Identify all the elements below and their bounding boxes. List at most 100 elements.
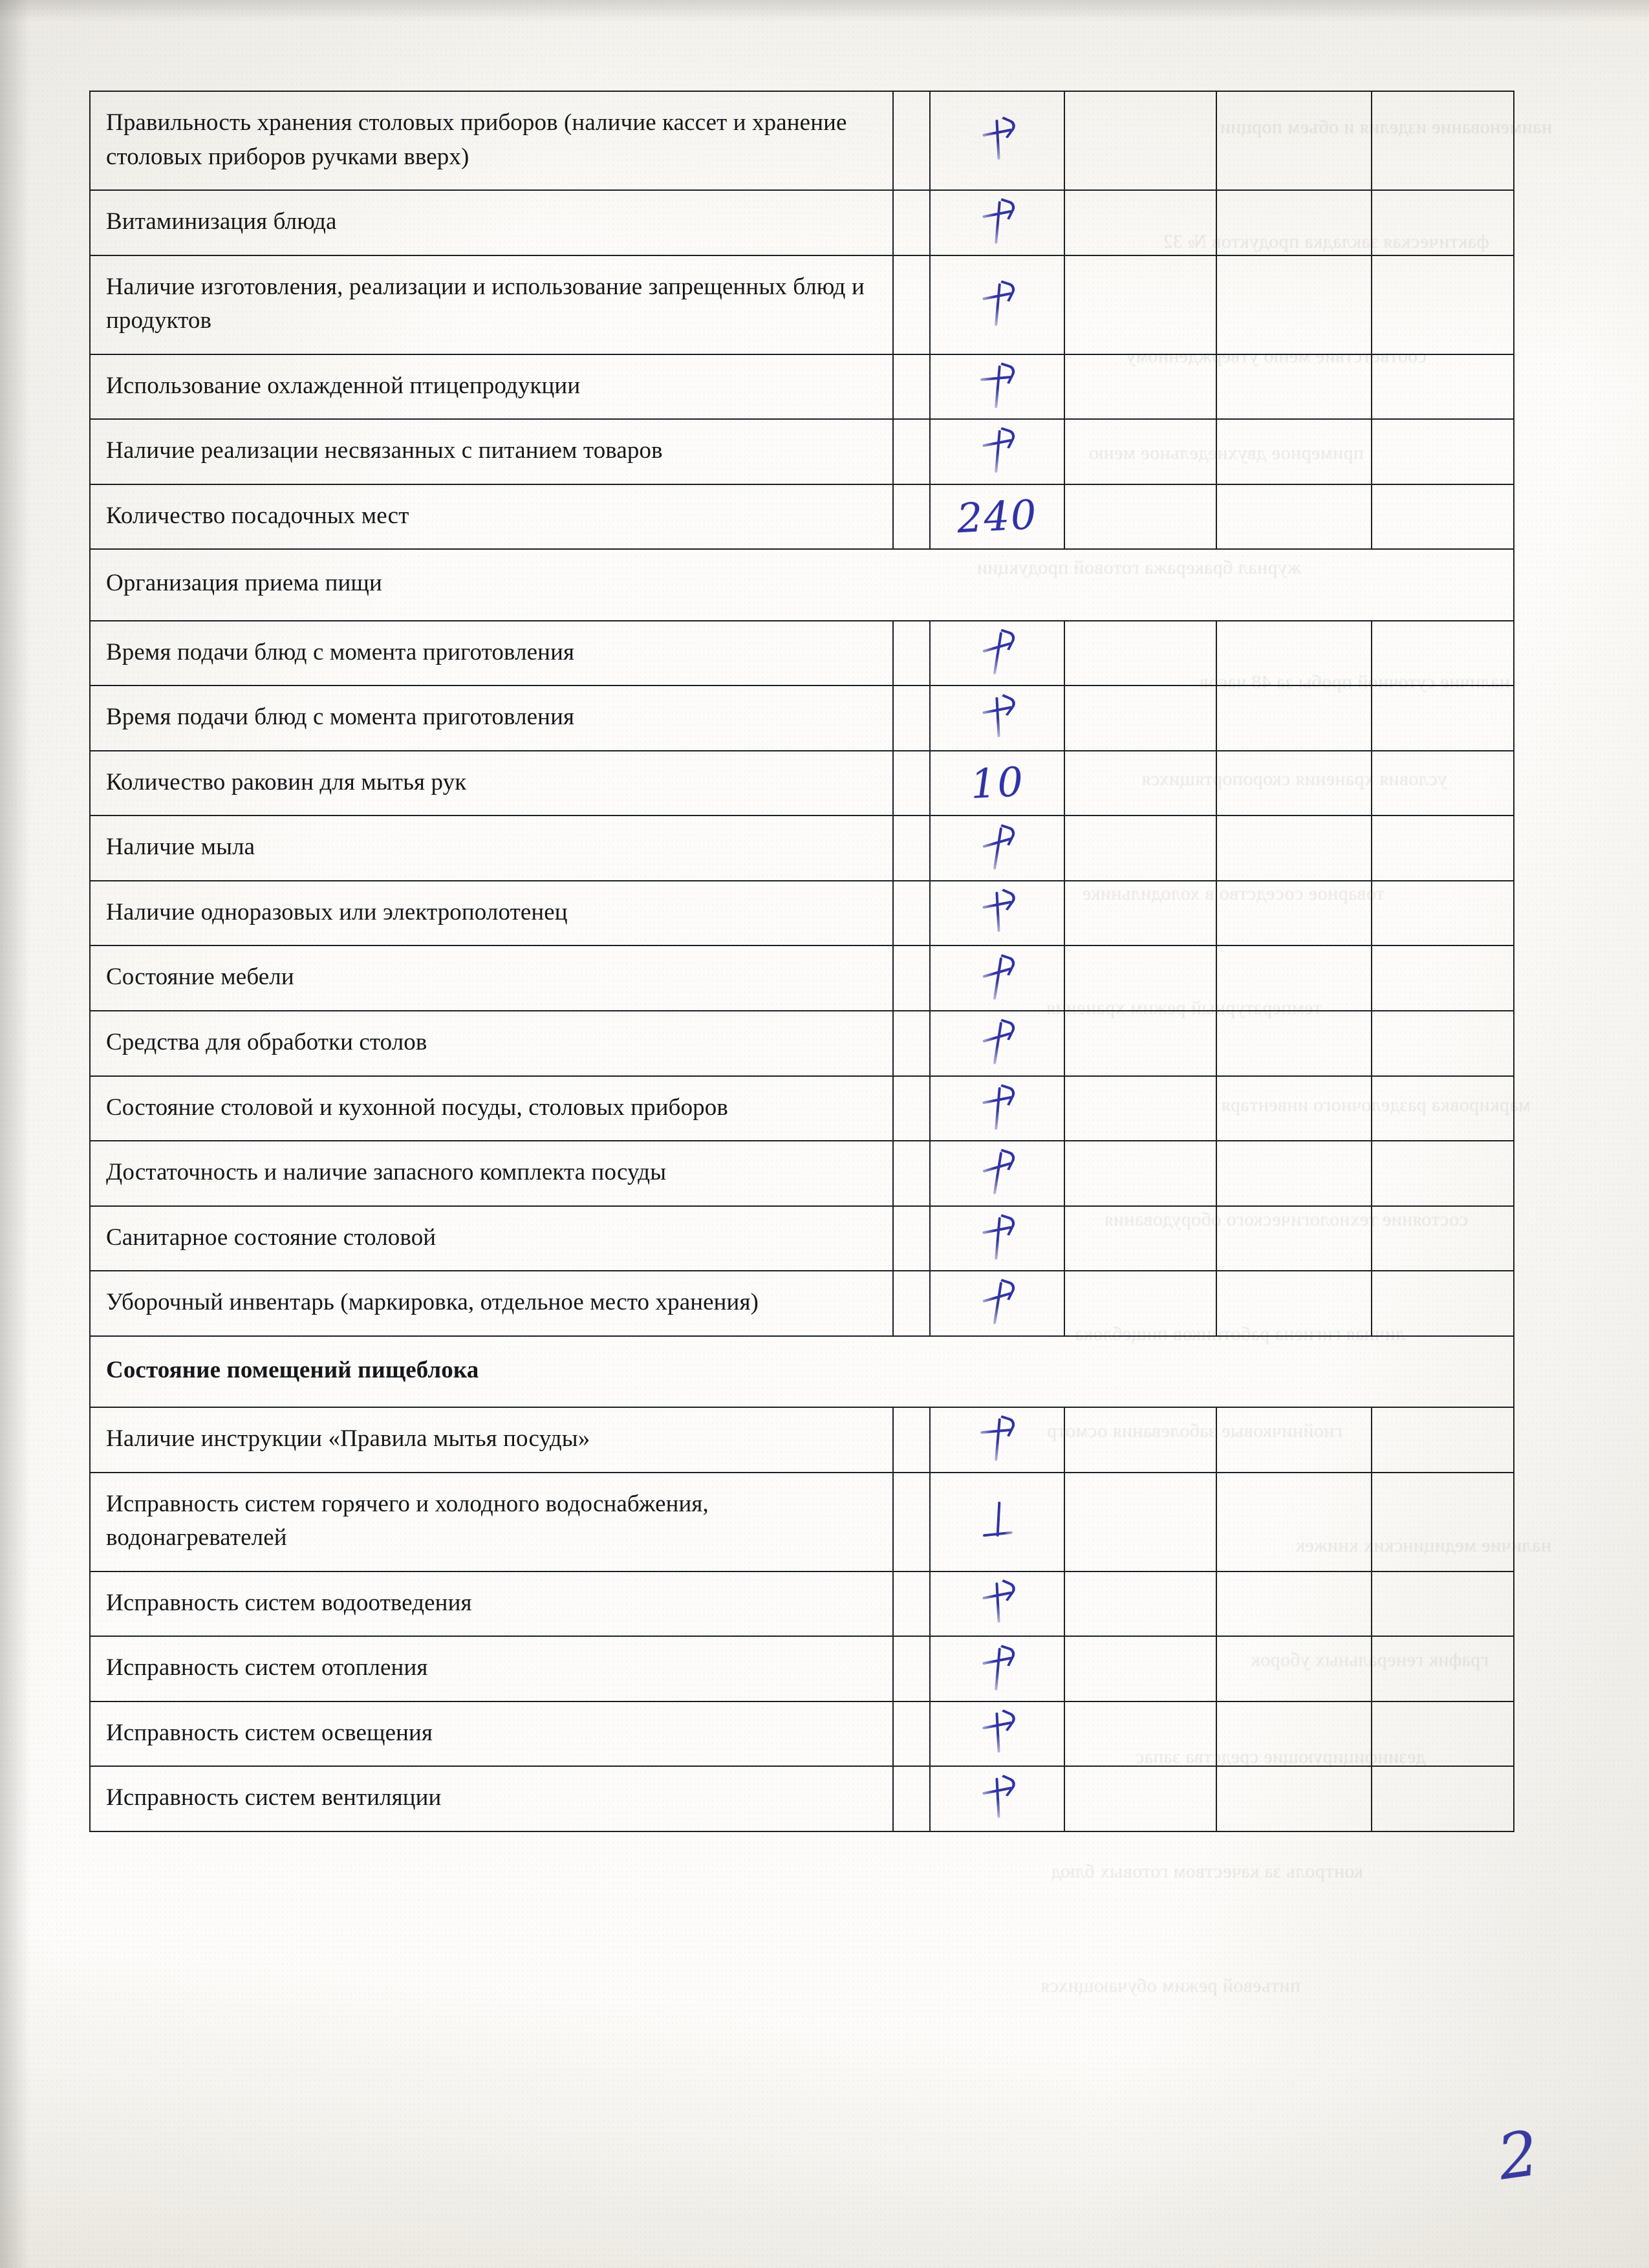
checklist-mark-cell[interactable] (893, 91, 930, 190)
checklist-mark-cell[interactable] (893, 1141, 930, 1206)
checklist-mark-cell[interactable] (893, 1766, 930, 1831)
checklist-mark-cell[interactable] (1372, 686, 1514, 751)
checklist-mark-cell[interactable] (893, 621, 930, 686)
checklist-mark-cell[interactable] (930, 815, 1064, 881)
checklist-mark-cell[interactable] (893, 881, 930, 946)
checklist-mark-cell[interactable] (930, 1571, 1064, 1637)
checklist-mark-cell[interactable] (930, 621, 1064, 686)
checklist-mark-cell[interactable] (893, 751, 930, 816)
checklist-mark-cell[interactable] (930, 1206, 1064, 1271)
checklist-mark-cell[interactable] (1064, 1141, 1216, 1206)
checklist-mark-cell[interactable] (1372, 1076, 1514, 1141)
checklist-mark-cell[interactable] (1216, 91, 1372, 190)
checklist-mark-cell[interactable] (930, 1141, 1064, 1206)
checklist-mark-cell[interactable] (1216, 190, 1372, 255)
checklist-mark-cell[interactable] (1064, 1206, 1216, 1271)
checklist-mark-cell[interactable] (1372, 815, 1514, 881)
checklist-mark-cell[interactable] (893, 1571, 930, 1637)
checklist-mark-cell[interactable] (930, 686, 1064, 751)
checklist-mark-cell[interactable] (1216, 354, 1372, 420)
checklist-mark-cell[interactable] (1372, 1636, 1514, 1701)
checklist-mark-cell[interactable]: 240 (930, 484, 1064, 550)
checklist-mark-cell[interactable] (893, 1011, 930, 1076)
checklist-mark-cell[interactable] (893, 1701, 930, 1767)
checklist-mark-cell[interactable] (893, 354, 930, 420)
checklist-mark-cell[interactable] (930, 419, 1064, 484)
checklist-mark-cell[interactable] (1216, 1766, 1372, 1831)
checklist-mark-cell[interactable] (1216, 1701, 1372, 1767)
checklist-mark-cell[interactable] (1064, 1011, 1216, 1076)
checklist-mark-cell[interactable] (1216, 945, 1372, 1011)
checklist-mark-cell[interactable] (1216, 1636, 1372, 1701)
checklist-mark-cell[interactable] (1064, 1407, 1216, 1473)
checklist-mark-cell[interactable] (1064, 621, 1216, 686)
checklist-mark-cell[interactable] (1064, 1076, 1216, 1141)
checklist-mark-cell[interactable] (1216, 1473, 1372, 1571)
checklist-mark-cell[interactable] (893, 1271, 930, 1336)
checklist-mark-cell[interactable] (1216, 1407, 1372, 1473)
checklist-mark-cell[interactable] (1372, 1407, 1514, 1473)
checklist-mark-cell[interactable] (1064, 484, 1216, 550)
checklist-mark-cell[interactable] (1064, 751, 1216, 816)
checklist-mark-cell[interactable] (930, 1701, 1064, 1767)
checklist-mark-cell[interactable] (1372, 1701, 1514, 1767)
checklist-mark-cell[interactable] (1064, 881, 1216, 946)
checklist-mark-cell[interactable] (1372, 945, 1514, 1011)
checklist-mark-cell[interactable] (1064, 1571, 1216, 1637)
checklist-mark-cell[interactable] (1216, 1011, 1372, 1076)
checklist-mark-cell[interactable] (1064, 354, 1216, 420)
checklist-mark-cell[interactable] (893, 484, 930, 550)
checklist-mark-cell[interactable] (1216, 484, 1372, 550)
checklist-mark-cell[interactable] (1216, 815, 1372, 881)
checklist-mark-cell[interactable] (1064, 255, 1216, 354)
checklist-mark-cell[interactable] (893, 255, 930, 354)
checklist-mark-cell[interactable] (893, 190, 930, 255)
checklist-mark-cell[interactable] (1216, 881, 1372, 946)
checklist-mark-cell[interactable] (1372, 1271, 1514, 1336)
checklist-mark-cell[interactable] (893, 1076, 930, 1141)
checklist-mark-cell[interactable] (893, 1636, 930, 1701)
checklist-mark-cell[interactable] (1064, 686, 1216, 751)
checklist-mark-cell[interactable] (1372, 484, 1514, 550)
checklist-mark-cell[interactable] (930, 1636, 1064, 1701)
checklist-mark-cell[interactable] (893, 815, 930, 881)
checklist-mark-cell[interactable] (1372, 190, 1514, 255)
checklist-mark-cell[interactable] (930, 1271, 1064, 1336)
checklist-mark-cell[interactable] (930, 354, 1064, 420)
checklist-mark-cell[interactable] (930, 1407, 1064, 1473)
checklist-mark-cell[interactable] (1216, 751, 1372, 816)
checklist-mark-cell[interactable] (930, 1011, 1064, 1076)
checklist-mark-cell[interactable] (1372, 255, 1514, 354)
checklist-mark-cell[interactable] (893, 419, 930, 484)
checklist-mark-cell[interactable] (930, 1076, 1064, 1141)
checklist-mark-cell[interactable] (1372, 881, 1514, 946)
checklist-mark-cell[interactable] (893, 1473, 930, 1571)
checklist-mark-cell[interactable] (930, 881, 1064, 946)
checklist-mark-cell[interactable] (930, 945, 1064, 1011)
checklist-mark-cell[interactable] (930, 190, 1064, 255)
checklist-mark-cell[interactable] (1064, 1271, 1216, 1336)
checklist-mark-cell[interactable] (1216, 1571, 1372, 1637)
checklist-mark-cell[interactable] (893, 1206, 930, 1271)
checklist-mark-cell[interactable] (893, 1407, 930, 1473)
checklist-mark-cell[interactable] (1372, 1206, 1514, 1271)
checklist-mark-cell[interactable] (930, 91, 1064, 190)
checklist-mark-cell[interactable] (893, 686, 930, 751)
checklist-mark-cell[interactable] (1216, 1076, 1372, 1141)
checklist-mark-cell[interactable] (1216, 1141, 1372, 1206)
checklist-mark-cell[interactable] (1216, 686, 1372, 751)
checklist-mark-cell[interactable] (1064, 419, 1216, 484)
checklist-mark-cell[interactable] (1372, 1766, 1514, 1831)
checklist-mark-cell[interactable] (1372, 419, 1514, 484)
checklist-mark-cell[interactable] (1372, 91, 1514, 190)
checklist-mark-cell[interactable] (1216, 255, 1372, 354)
checklist-mark-cell[interactable] (1064, 945, 1216, 1011)
checklist-mark-cell[interactable]: 10 (930, 751, 1064, 816)
checklist-mark-cell[interactable] (1372, 1141, 1514, 1206)
checklist-mark-cell[interactable] (1064, 1701, 1216, 1767)
checklist-mark-cell[interactable] (1064, 1766, 1216, 1831)
checklist-mark-cell[interactable] (1216, 419, 1372, 484)
checklist-mark-cell[interactable] (893, 945, 930, 1011)
checklist-mark-cell[interactable] (1064, 1473, 1216, 1571)
checklist-mark-cell[interactable] (930, 255, 1064, 354)
